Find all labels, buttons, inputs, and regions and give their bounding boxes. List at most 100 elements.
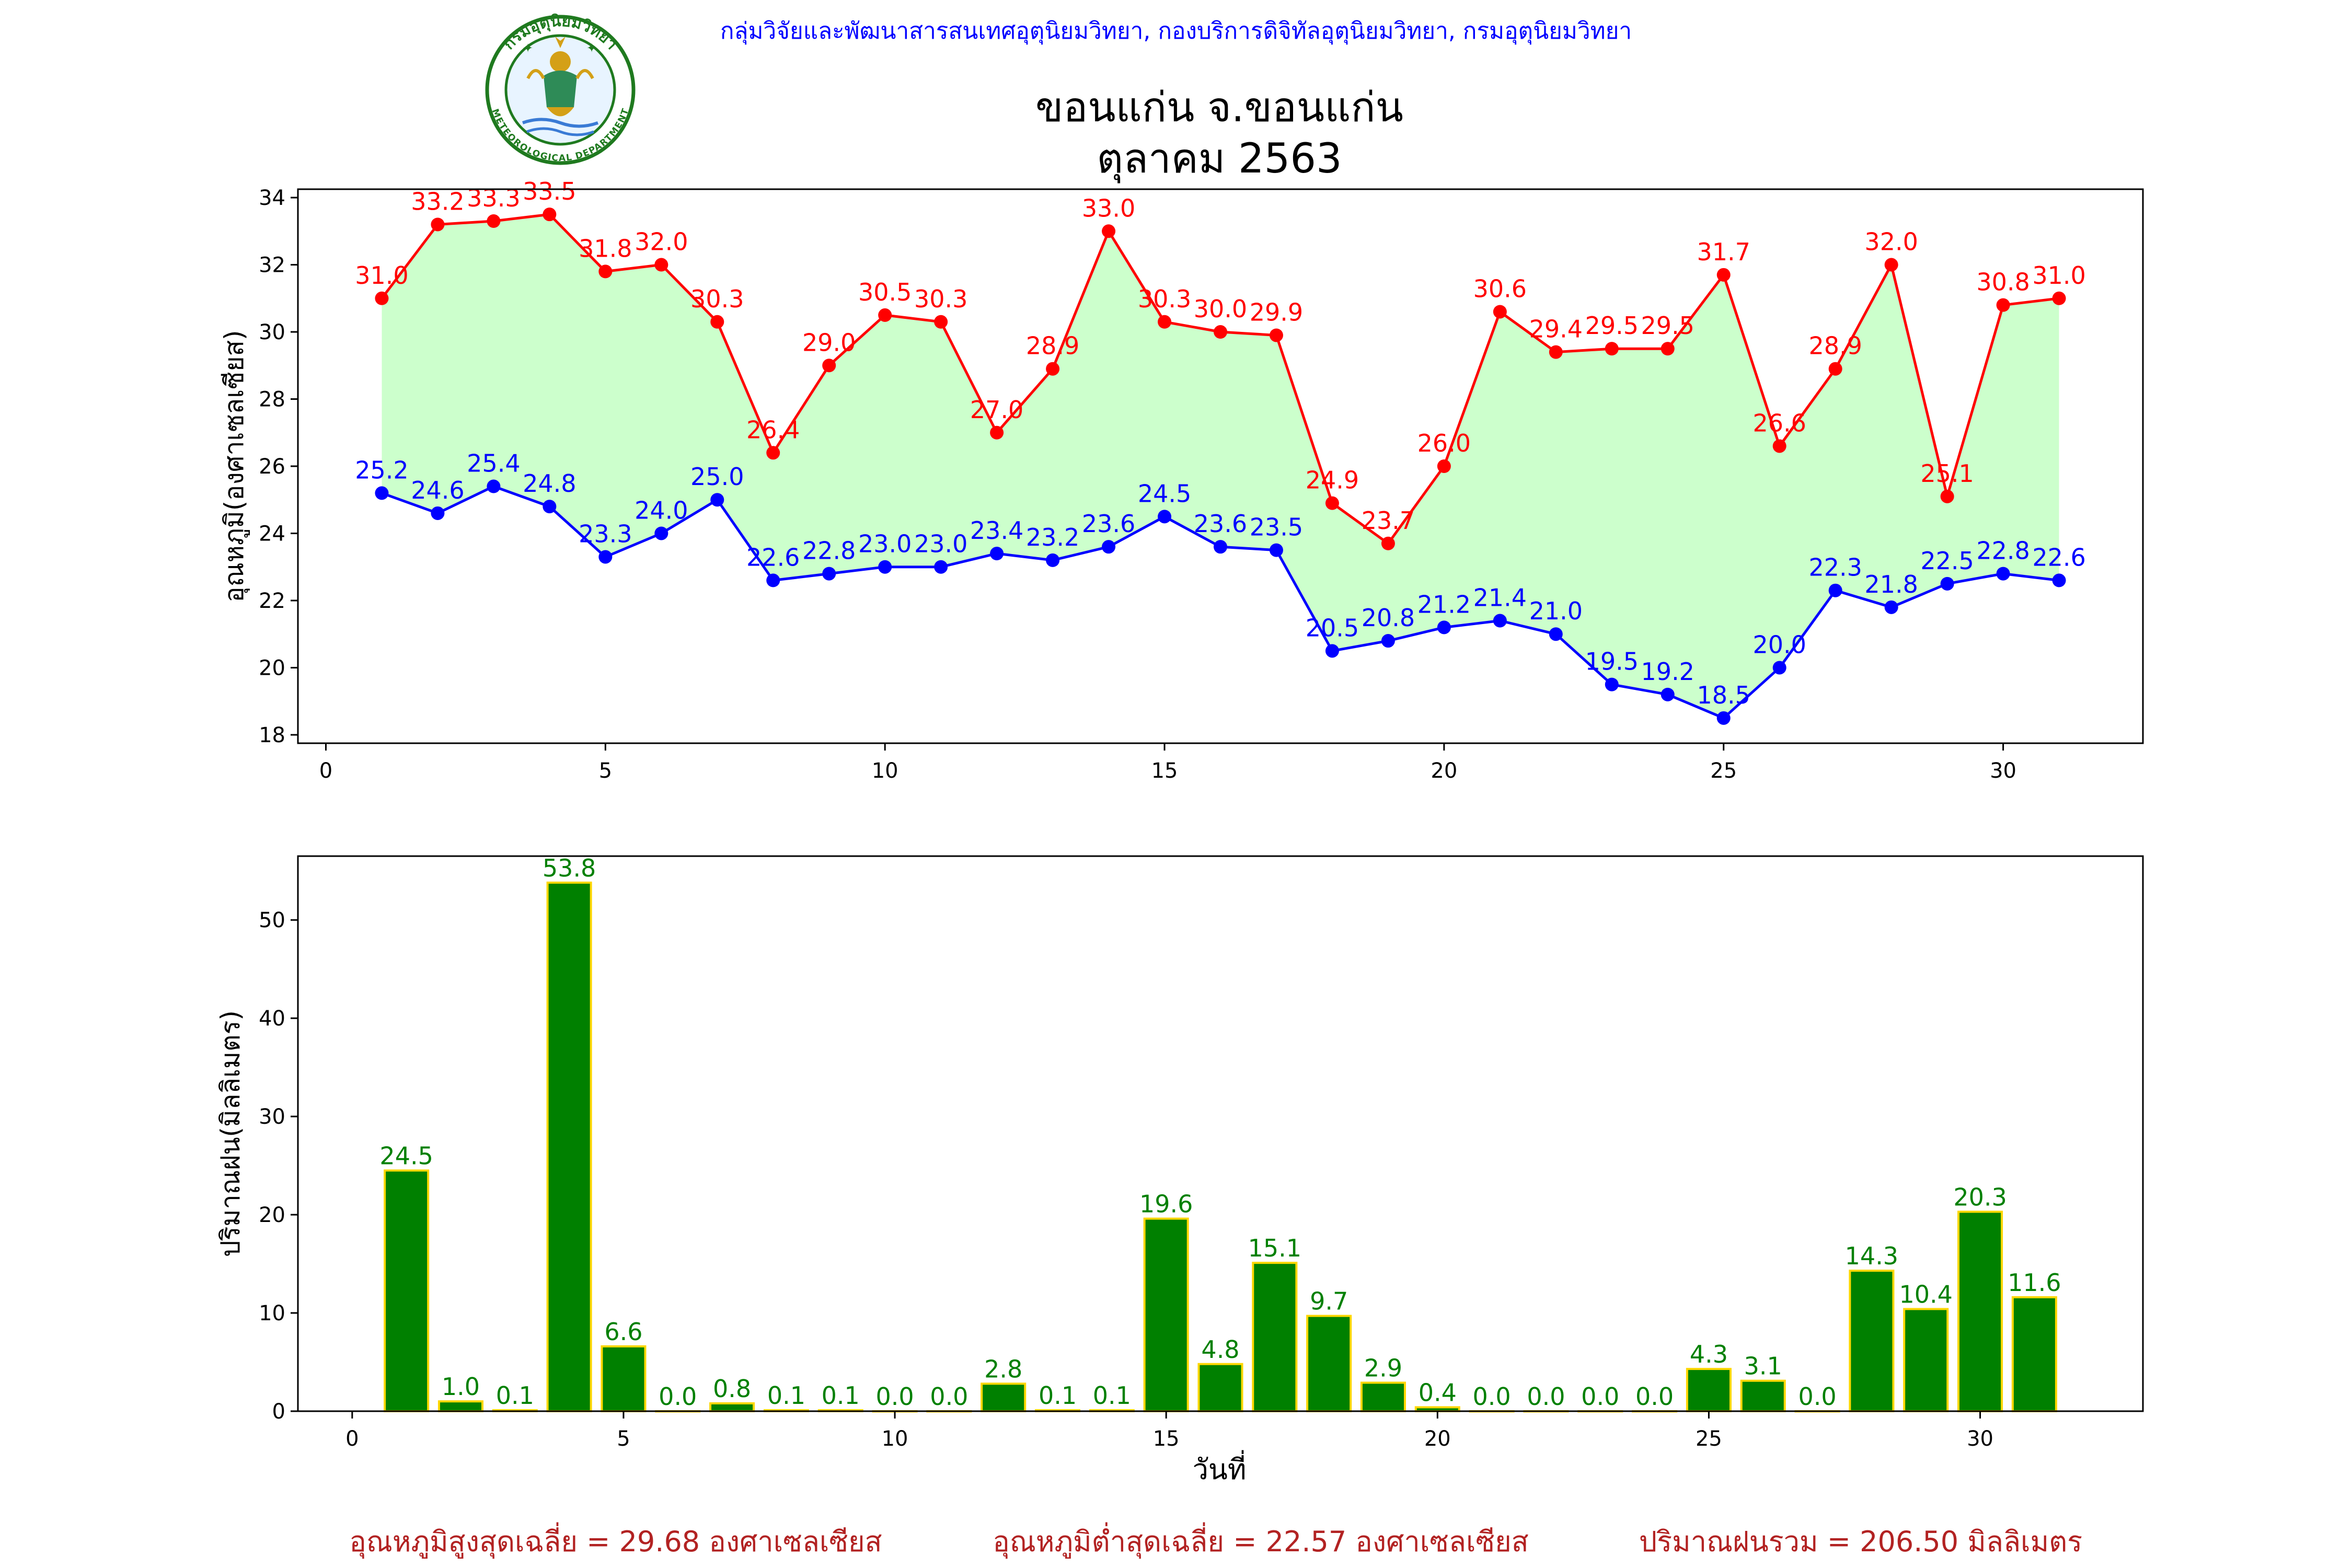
min-temperature-point bbox=[1437, 620, 1451, 635]
min-temperature-label: 23.6 bbox=[1082, 510, 1135, 538]
max-temperature-label: 30.3 bbox=[914, 285, 967, 313]
min-temperature-label: 23.5 bbox=[1250, 513, 1303, 541]
max-temperature-point bbox=[1381, 536, 1395, 550]
rainfall-value-label: 0.0 bbox=[1527, 1382, 1565, 1411]
max-temperature-point bbox=[1661, 342, 1675, 356]
min-temperature-label: 23.6 bbox=[1194, 510, 1247, 538]
min-temperature-label: 23.3 bbox=[579, 520, 632, 548]
min-temperature-label: 24.8 bbox=[523, 469, 576, 498]
max-temperature-point bbox=[766, 446, 780, 460]
max-temperature-point bbox=[710, 315, 724, 329]
min-temperature-point bbox=[1269, 543, 1283, 557]
rainfall-value-label: 53.8 bbox=[543, 854, 596, 882]
max-temperature-label: 30.0 bbox=[1194, 295, 1247, 323]
min-temperature-point bbox=[1884, 600, 1898, 614]
temperature-y-tick-label: 26 bbox=[259, 455, 285, 479]
max-temperature-point bbox=[1716, 268, 1731, 282]
min-temperature-label: 24.5 bbox=[1138, 479, 1191, 508]
min-temperature-label: 25.2 bbox=[355, 456, 408, 484]
rainfall-plot-frame bbox=[297, 855, 2144, 1412]
min-temperature-label: 25.0 bbox=[690, 463, 744, 491]
rainfall-value-label: 0.1 bbox=[496, 1381, 534, 1410]
min-temperature-label: 22.8 bbox=[1976, 537, 2030, 565]
rainfall-x-tick-label: 15 bbox=[1153, 1427, 1180, 1451]
rainfall-value-label: 14.3 bbox=[1845, 1242, 1898, 1270]
rainfall-value-label: 19.6 bbox=[1139, 1190, 1193, 1218]
meteorological-department-logo: กรมอุตุนิยมวิทยา METEOROLOGICAL DEPARTME… bbox=[485, 12, 636, 165]
min-temperature-label: 21.2 bbox=[1417, 590, 1471, 618]
min-temperature-point bbox=[710, 493, 724, 507]
min-temperature-point bbox=[431, 506, 445, 520]
rainfall-x-tick-label: 10 bbox=[882, 1427, 908, 1451]
max-temperature-point bbox=[934, 315, 948, 329]
rainfall-value-label: 0.1 bbox=[1039, 1381, 1077, 1410]
max-temperature-point bbox=[878, 308, 892, 322]
rainfall-x-tick-label: 5 bbox=[617, 1427, 630, 1451]
max-temperature-label: 32.0 bbox=[635, 228, 688, 256]
rainfall-value-label: 4.8 bbox=[1201, 1335, 1239, 1364]
rainfall-bar bbox=[546, 881, 592, 1413]
rainfall-bar bbox=[1903, 1308, 1949, 1413]
rainfall-value-label: 0.0 bbox=[1635, 1382, 1674, 1411]
rainfall-value-label: 2.8 bbox=[984, 1355, 1022, 1383]
max-temperature-point bbox=[1102, 224, 1116, 238]
max-temperature-point bbox=[1605, 342, 1619, 356]
max-temperature-label: 30.5 bbox=[858, 278, 912, 306]
rainfall-x-tick-label: 0 bbox=[345, 1427, 359, 1451]
max-temperature-label: 33.5 bbox=[523, 177, 576, 205]
temperature-range-fill bbox=[382, 214, 2059, 718]
temperature-y-tick-label: 32 bbox=[259, 253, 285, 278]
rainfall-value-label: 0.0 bbox=[1798, 1382, 1836, 1411]
temperature-y-tick-label: 18 bbox=[259, 723, 285, 747]
max-temperature-label: 27.0 bbox=[970, 396, 1023, 424]
min-temperature-label: 18.5 bbox=[1697, 681, 1750, 709]
rainfall-bar bbox=[1686, 1368, 1732, 1413]
max-temperature-label: 29.9 bbox=[1250, 298, 1303, 326]
rainfall-y-tick-label: 0 bbox=[272, 1400, 285, 1424]
max-temperature-point bbox=[1325, 496, 1339, 510]
rainfall-value-label: 0.1 bbox=[767, 1381, 805, 1410]
rainfall-value-label: 0.8 bbox=[713, 1375, 751, 1403]
temperature-x-tick-label: 30 bbox=[1990, 759, 2016, 783]
max-temperature-label: 31.7 bbox=[1697, 238, 1750, 266]
rainfall-value-label: 0.0 bbox=[930, 1382, 968, 1411]
rainfall-value-label: 0.0 bbox=[659, 1382, 697, 1411]
max-temperature-label: 24.9 bbox=[1306, 466, 1359, 494]
rainfall-value-label: 0.0 bbox=[1581, 1382, 1619, 1411]
max-temperature-point bbox=[990, 425, 1004, 440]
temperature-y-axis-label: อุณหภูมิ(องศาเซลเซียส) bbox=[219, 330, 250, 602]
min-temperature-label: 20.5 bbox=[1306, 614, 1359, 642]
min-temperature-label: 21.4 bbox=[1473, 584, 1527, 612]
min-temperature-label: 22.5 bbox=[1920, 547, 1974, 575]
min-temperature-label: 19.5 bbox=[1585, 648, 1639, 676]
max-temperature-label: 29.5 bbox=[1641, 312, 1694, 340]
min-temperature-label: 22.6 bbox=[2032, 543, 2085, 571]
rainfall-bar bbox=[2011, 1296, 2057, 1413]
min-temperature-label: 19.2 bbox=[1641, 658, 1694, 686]
rainfall-bar bbox=[437, 1400, 483, 1413]
rainfall-bar bbox=[601, 1345, 647, 1412]
min-temperature-point bbox=[1772, 661, 1786, 675]
max-temperature-label: 25.1 bbox=[1920, 459, 1974, 488]
max-temperature-point bbox=[1996, 298, 2010, 312]
min-temperature-point bbox=[878, 560, 892, 574]
rainfall-bar bbox=[1957, 1210, 2003, 1413]
max-temperature-point bbox=[598, 264, 613, 279]
max-temperature-label: 30.3 bbox=[690, 285, 744, 313]
min-temperature-point bbox=[1158, 510, 1172, 524]
temperature-x-tick-label: 10 bbox=[872, 759, 898, 783]
rainfall-y-tick-label: 40 bbox=[259, 1007, 285, 1031]
max-temperature-label: 29.0 bbox=[802, 328, 856, 356]
min-temperature-label: 23.0 bbox=[858, 530, 912, 558]
max-temperature-point bbox=[1772, 439, 1786, 453]
min-temperature-point bbox=[1214, 540, 1227, 554]
min-temperature-point bbox=[1828, 583, 1842, 597]
max-temperature-label: 32.0 bbox=[1864, 228, 1918, 256]
min-temperature-label: 23.0 bbox=[914, 530, 967, 558]
min-temperature-point bbox=[1716, 711, 1731, 725]
rainfall-bar bbox=[1306, 1315, 1352, 1412]
max-temperature-label: 30.8 bbox=[1976, 268, 2030, 296]
rainfall-value-label: 24.5 bbox=[379, 1142, 433, 1170]
max-temperature-point bbox=[1493, 305, 1507, 319]
